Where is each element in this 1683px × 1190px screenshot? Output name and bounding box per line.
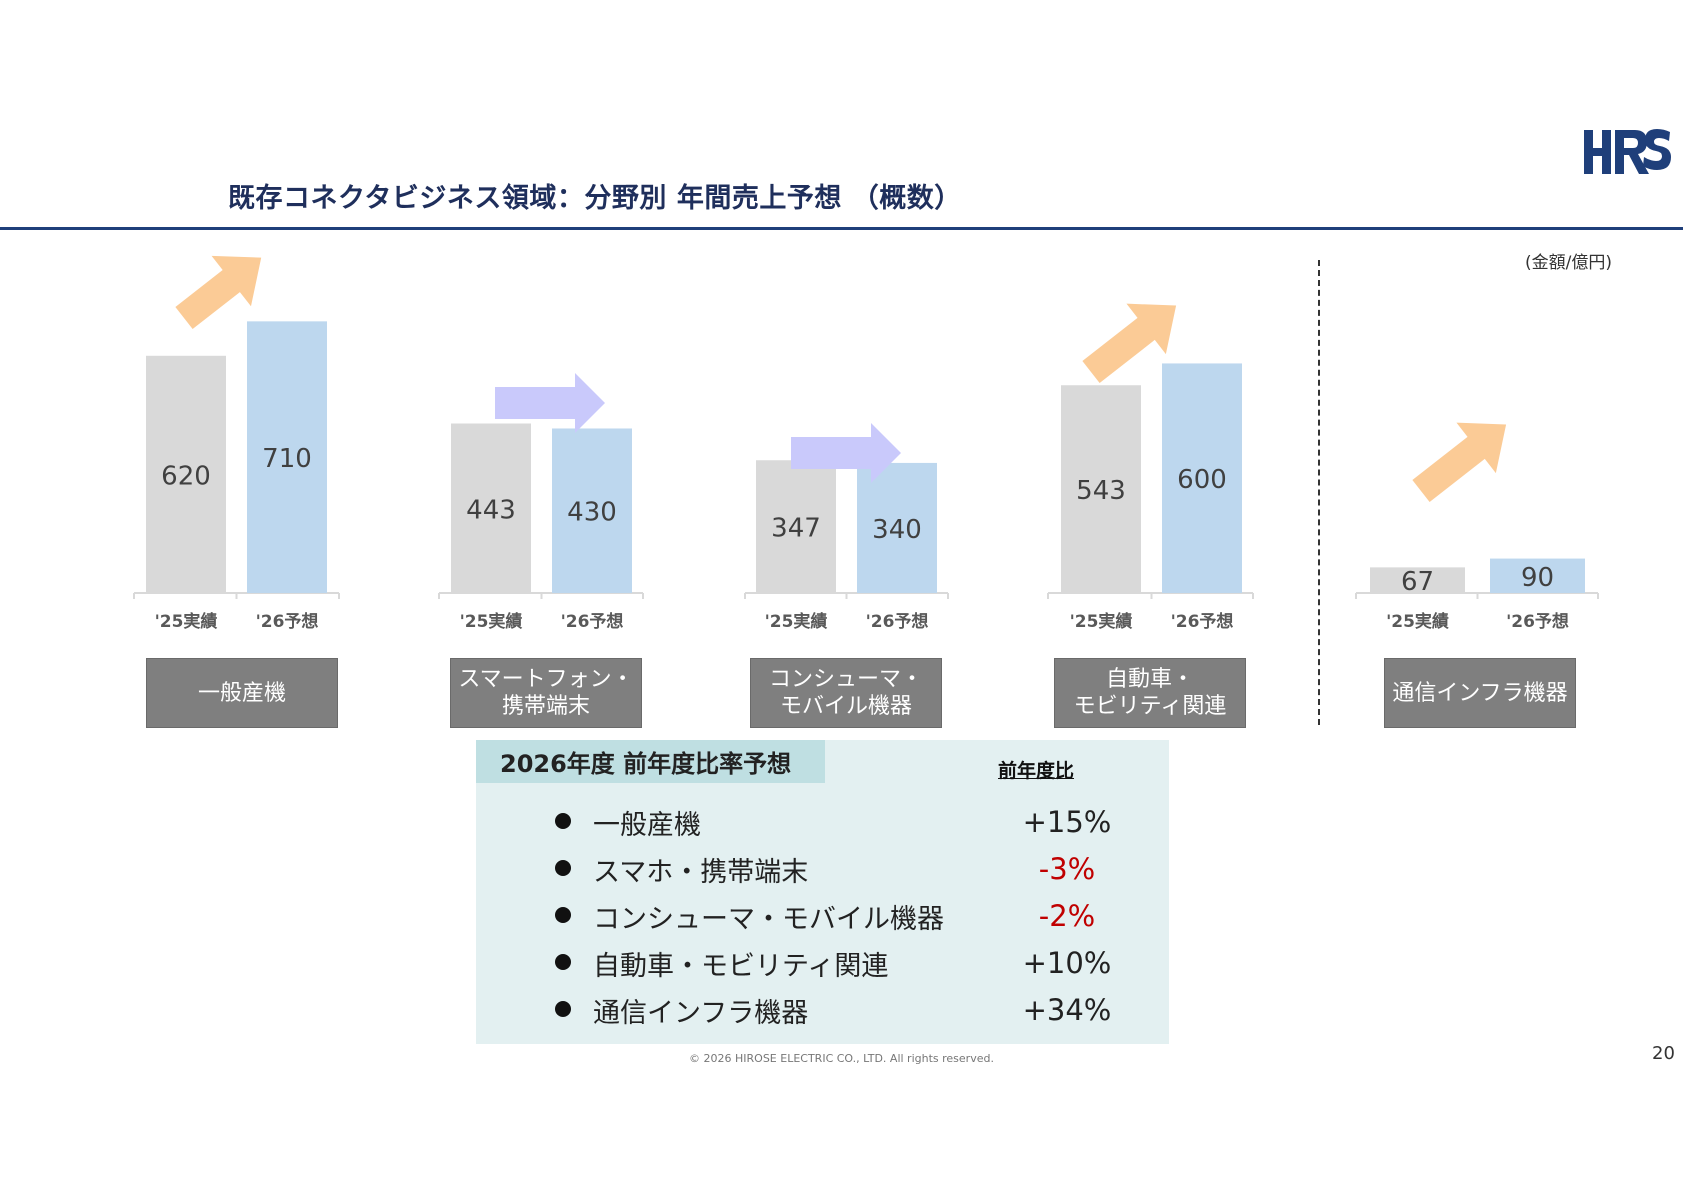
x-tick-label: '25実績: [765, 611, 828, 632]
page-title: 既存コネクタビジネス領域：分野別 年間売上予想 （概数）: [228, 183, 962, 214]
yoy-row-label: スマホ・携帯端末: [593, 857, 809, 888]
bar-forecast-2026: [552, 428, 632, 593]
x-tick-label: '25実績: [1070, 611, 1133, 632]
yoy-row-value: +15%: [1022, 805, 1112, 839]
yoy-panel: [476, 740, 1169, 1044]
x-tick-label: '26予想: [1171, 611, 1234, 632]
yoy-row-label: 通信インフラ機器: [593, 998, 809, 1029]
bar-actual-2025: [756, 460, 836, 593]
yoy-row-label: 一般産機: [593, 810, 701, 841]
bullet-icon: [555, 813, 571, 829]
yoy-panel-heading: 2026年度 前年度比率予想: [476, 740, 825, 783]
yoy-column-header: 前年度比: [998, 760, 1075, 782]
bar-actual-2025: [1370, 567, 1465, 593]
bar-value-label: 443: [466, 495, 516, 525]
bar-actual-2025: [1061, 385, 1141, 593]
bar-actual-2025: [146, 355, 226, 593]
bar-value-label: 340: [872, 515, 922, 545]
title-divider: [0, 227, 1683, 230]
x-tick-label: '25実績: [155, 611, 218, 632]
bar-value-label: 67: [1401, 567, 1434, 597]
bar-value-label: 430: [567, 498, 617, 528]
bar-value-label: 620: [161, 461, 211, 491]
category-label: コンシューマ・ モバイル機器: [750, 658, 942, 728]
hrs-logo: [1582, 128, 1672, 178]
bar-value-label: 90: [1521, 563, 1554, 593]
copyright-footer: © 2026 HIROSE ELECTRIC CO., LTD. All rig…: [689, 1052, 994, 1065]
yoy-row-label: 自動車・モビリティ関連: [593, 951, 889, 982]
yoy-row: 通信インフラ機器 +34%: [555, 991, 1115, 1031]
bar-value-label: 347: [771, 514, 821, 544]
bar-value-label: 600: [1177, 465, 1227, 495]
bullet-icon: [555, 907, 571, 923]
bar-value-label: 543: [1076, 476, 1126, 506]
x-tick-label: '25実績: [1386, 611, 1449, 632]
bar-value-label: 710: [262, 444, 312, 474]
bar-chart: 620 '25実績 710 '26予想 443 '25実績 430 '26予想 347 '25実績…: [133, 255, 1599, 632]
x-tick-label: '26予想: [1506, 611, 1569, 632]
yoy-row-label: コンシューマ・モバイル機器: [593, 904, 944, 935]
yoy-row-value: +10%: [1022, 946, 1112, 980]
yoy-row: 一般産機 +15%: [555, 803, 1115, 843]
growth-arrow-icon: [1082, 303, 1177, 384]
flat-arrow-icon: [791, 423, 901, 483]
bar-actual-2025: [451, 423, 531, 593]
bar-forecast-2026: [1490, 558, 1585, 593]
yoy-row-value: +34%: [1022, 993, 1112, 1027]
yoy-row-value: -2%: [1038, 899, 1096, 933]
growth-arrow-icon: [1412, 422, 1507, 503]
x-tick-label: '26予想: [256, 611, 319, 632]
bullet-icon: [555, 954, 571, 970]
x-tick-label: '26予想: [866, 611, 929, 632]
yoy-row: コンシューマ・モバイル機器 -2%: [555, 897, 1115, 937]
category-label: 自動車・ モビリティ関連: [1054, 658, 1246, 728]
page-number: 20: [1652, 1043, 1675, 1064]
bullet-icon: [555, 860, 571, 876]
bar-forecast-2026: [1162, 363, 1242, 593]
section-divider: [1318, 260, 1320, 725]
growth-arrow-icon: [175, 255, 262, 330]
yoy-row: 自動車・モビリティ関連 +10%: [555, 944, 1115, 984]
category-label: スマートフォン・ 携帯端末: [450, 658, 642, 728]
category-label: 一般産機: [146, 658, 338, 728]
category-label: 通信インフラ機器: [1384, 658, 1576, 728]
x-tick-label: '26予想: [561, 611, 624, 632]
unit-note: (金額/億円): [1525, 253, 1612, 273]
bullet-icon: [555, 1001, 571, 1017]
yoy-row-value: -3%: [1038, 852, 1096, 886]
x-tick-label: '25実績: [460, 611, 523, 632]
flat-arrow-icon: [495, 373, 605, 433]
bar-forecast-2026: [857, 462, 937, 593]
bar-forecast-2026: [247, 321, 327, 593]
yoy-row: スマホ・携帯端末 -3%: [555, 850, 1115, 890]
